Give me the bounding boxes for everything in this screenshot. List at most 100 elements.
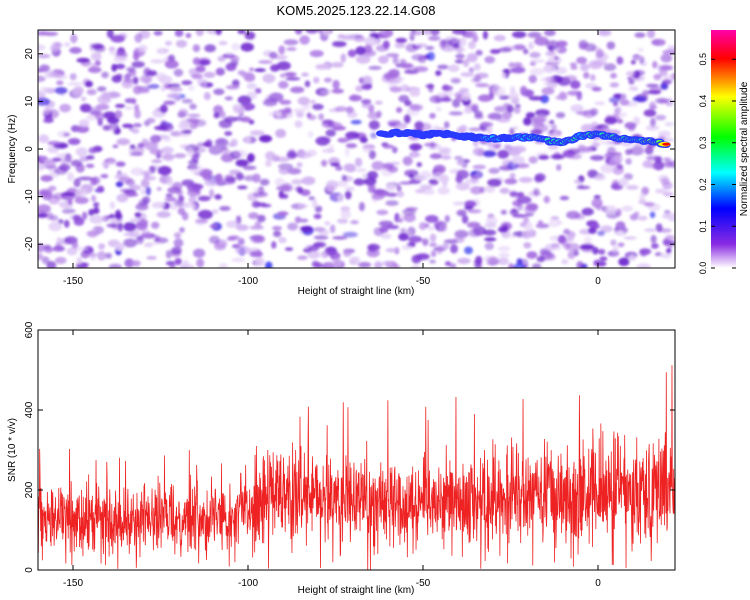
spectrogram-cell bbox=[396, 185, 402, 192]
spectrogram-cell bbox=[45, 116, 53, 122]
spectrogram-cell bbox=[279, 99, 292, 105]
spectrogram-cell bbox=[648, 90, 662, 95]
spectrogram-cell bbox=[590, 155, 605, 161]
spectrogram-cell bbox=[88, 208, 95, 216]
spectrogram-cell bbox=[355, 85, 364, 92]
spectrogram-cell bbox=[113, 55, 127, 63]
spectrogram-cell bbox=[95, 60, 101, 66]
spectrogram-cell bbox=[652, 160, 665, 171]
spectrogram-cell bbox=[59, 103, 71, 113]
spectrogram-cell bbox=[340, 210, 352, 219]
spectrogram-cell bbox=[545, 40, 560, 50]
spectrogram-cell bbox=[64, 219, 70, 228]
spectrogram-cell bbox=[371, 161, 385, 171]
spectrogram-cell bbox=[160, 85, 167, 92]
spectrogram-cell bbox=[165, 249, 172, 259]
spectrogram-cell bbox=[287, 167, 302, 175]
spectrogram-cell bbox=[332, 79, 340, 90]
spectrogram-cell bbox=[644, 228, 657, 233]
spectrogram-cell bbox=[197, 209, 213, 220]
spectrogram-cell bbox=[246, 153, 255, 163]
spectrogram-cell bbox=[373, 227, 384, 237]
snr-panel: -150 -100 -50 0 0 200 400 600 Height of straig… bbox=[7, 321, 676, 596]
spectrogram-cell bbox=[655, 223, 663, 233]
spectrogram-cell bbox=[369, 30, 377, 33]
spectrogram-cell bbox=[225, 220, 240, 228]
spectrogram-cell bbox=[296, 162, 303, 168]
snr-x-axis-label: Height of straight line (km) bbox=[298, 585, 415, 596]
spectrogram-cell bbox=[102, 125, 110, 131]
spectrogram-cell bbox=[160, 104, 168, 114]
spectrogram-cell bbox=[485, 126, 492, 133]
spectrogram-cell bbox=[508, 62, 515, 68]
spectrogram-cell bbox=[313, 76, 320, 84]
spectrogram-cell bbox=[188, 195, 197, 204]
spectrogram-cell bbox=[506, 104, 514, 113]
spectrogram-cell bbox=[658, 130, 671, 138]
spectrogram-cell bbox=[123, 222, 137, 232]
spectrogram-cell bbox=[120, 188, 130, 193]
spectrogram-cell bbox=[350, 258, 358, 264]
spectrogram-cell bbox=[256, 249, 262, 258]
spectrogram-cell bbox=[38, 243, 45, 253]
snr-y-tick-label: 200 bbox=[24, 481, 35, 498]
spectrogram-cell bbox=[306, 112, 312, 119]
spectrogram-cell bbox=[387, 78, 402, 85]
spectrogram-cell bbox=[47, 140, 61, 146]
spectrogram-cell bbox=[593, 195, 601, 200]
spectrogram-cell bbox=[590, 108, 599, 116]
spectrogram-cell bbox=[275, 111, 282, 117]
spectrogram-cell bbox=[497, 246, 511, 251]
spectrogram-cell bbox=[204, 178, 219, 187]
spectrogram-cell bbox=[510, 86, 516, 94]
spectrogram-cell bbox=[341, 174, 348, 182]
spectrogram-cell bbox=[376, 209, 389, 216]
spectrogram-cell bbox=[422, 189, 435, 195]
spectrogram-cell bbox=[305, 30, 319, 34]
spectrogram-cell bbox=[459, 87, 469, 94]
spectrogram-cell bbox=[418, 222, 427, 231]
spectrogram-cell bbox=[525, 203, 539, 211]
spectrogram-cell bbox=[538, 154, 550, 160]
spectrogram-cell bbox=[642, 90, 651, 96]
spectrogram-cell bbox=[463, 108, 473, 114]
spectrogram-cell bbox=[201, 81, 208, 89]
spectrogram-cell bbox=[274, 156, 290, 162]
spectrogram-cell bbox=[177, 122, 190, 131]
spectrogram-cell bbox=[353, 178, 365, 186]
spectrogram-cell bbox=[440, 97, 452, 102]
spectrogram-cell bbox=[387, 119, 402, 126]
spectrogram-cell bbox=[513, 106, 521, 114]
spectrogram-cell bbox=[86, 114, 96, 121]
spectrogram-cell bbox=[123, 232, 135, 237]
spectrogram-cell bbox=[255, 257, 265, 267]
spectrogram-cell bbox=[630, 59, 636, 65]
spectrogram-cell bbox=[214, 242, 226, 251]
spectrogram-cell bbox=[444, 261, 452, 266]
spectrogram-cell bbox=[231, 42, 240, 51]
spectrogram-cell bbox=[535, 114, 547, 124]
spectrogram-cell bbox=[385, 192, 398, 197]
spectrogram-cell bbox=[133, 51, 140, 61]
spectrogram-cell bbox=[111, 63, 117, 72]
spectrogram-cell bbox=[214, 194, 222, 200]
spectrogram-cell bbox=[644, 146, 654, 155]
spectrogram-cell bbox=[205, 139, 213, 148]
spectrogram-cell bbox=[431, 172, 446, 181]
spectrogram-cell bbox=[321, 250, 329, 259]
spectrogram-cell bbox=[254, 68, 266, 73]
spectrogram-cell bbox=[332, 258, 342, 268]
spectrogram-cell bbox=[664, 210, 671, 215]
spectrogram-cell bbox=[559, 195, 570, 201]
spectrogram-cell bbox=[44, 246, 54, 253]
spectrogram-cell bbox=[588, 227, 597, 235]
spectrogram-cell bbox=[522, 48, 529, 55]
spectrogram-cell bbox=[111, 75, 123, 83]
spectrogram-cell bbox=[178, 108, 189, 118]
spectrogram-cell bbox=[140, 178, 150, 188]
spectrogram-cell bbox=[131, 98, 137, 105]
spectrogram-cell bbox=[439, 39, 447, 49]
spectrogram-cell bbox=[617, 242, 625, 248]
spectrogram-cell bbox=[415, 43, 428, 48]
